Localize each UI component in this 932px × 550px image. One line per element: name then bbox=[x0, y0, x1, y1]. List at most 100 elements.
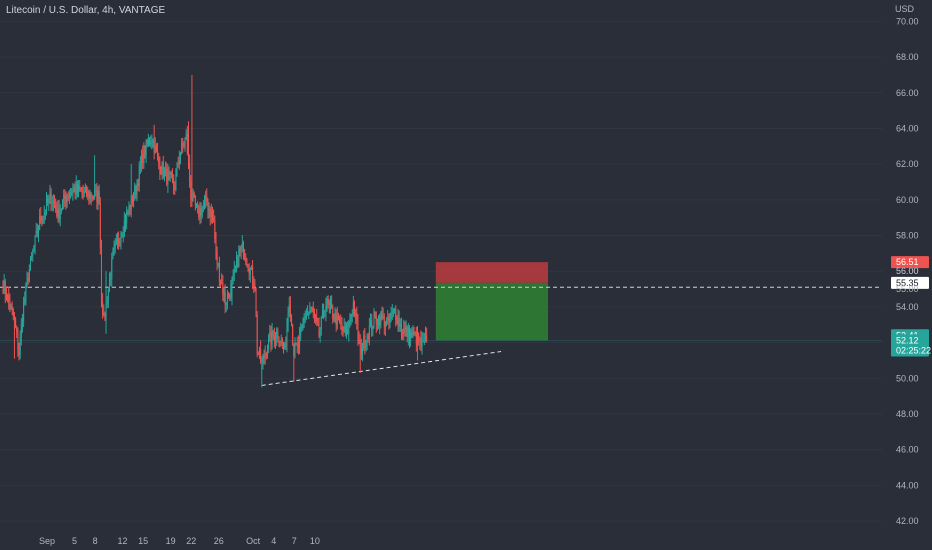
candle-body bbox=[37, 229, 39, 235]
candle-body bbox=[301, 325, 303, 329]
candle-body bbox=[368, 325, 370, 340]
candle-body bbox=[265, 353, 267, 356]
candle-body bbox=[244, 255, 246, 258]
candle-body bbox=[131, 196, 133, 204]
candle-body bbox=[117, 239, 118, 241]
candle-body bbox=[266, 349, 268, 356]
candle-body bbox=[42, 217, 44, 222]
candle-body bbox=[389, 318, 391, 322]
candle-body bbox=[137, 183, 139, 186]
candle-body bbox=[143, 146, 145, 163]
candle-body bbox=[246, 261, 248, 266]
candle-body bbox=[161, 162, 163, 175]
candle-body bbox=[60, 209, 62, 212]
candle-body bbox=[33, 246, 35, 252]
candle-body bbox=[36, 230, 38, 235]
candle-body bbox=[114, 243, 116, 248]
candle-body bbox=[324, 315, 326, 317]
candle-body bbox=[139, 164, 141, 166]
candle-body bbox=[8, 295, 10, 302]
y-tick-label: 46.00 bbox=[896, 445, 919, 455]
candle-body bbox=[166, 168, 168, 185]
candle-body bbox=[294, 343, 296, 356]
candle-body bbox=[309, 310, 311, 313]
candle-body bbox=[12, 309, 14, 317]
candle-body bbox=[136, 183, 138, 196]
candle-body bbox=[342, 327, 344, 332]
candle-body bbox=[403, 328, 405, 334]
candle-body bbox=[10, 305, 12, 309]
candle-body bbox=[89, 193, 91, 199]
candle-body bbox=[253, 282, 255, 288]
candle-body bbox=[295, 343, 297, 345]
candle-body bbox=[118, 239, 120, 244]
candle-body bbox=[24, 298, 26, 304]
candle-body bbox=[364, 335, 366, 348]
candle-body bbox=[252, 266, 254, 283]
candle-body bbox=[392, 309, 394, 313]
candle-body bbox=[315, 315, 317, 317]
candle-body bbox=[297, 343, 299, 348]
candle-body bbox=[336, 314, 338, 326]
candle-body bbox=[355, 313, 357, 316]
candle-body bbox=[286, 325, 288, 345]
candle-body bbox=[346, 329, 347, 333]
candle-body bbox=[222, 283, 224, 295]
candle-body bbox=[408, 327, 410, 342]
candle-body bbox=[73, 187, 75, 190]
candle-body bbox=[190, 181, 192, 200]
candle-body bbox=[288, 304, 290, 314]
candle-body bbox=[386, 320, 388, 326]
candle-body bbox=[236, 256, 238, 267]
candle-body bbox=[325, 305, 327, 316]
candle-body bbox=[225, 303, 227, 305]
price-tag-label: 56.51 bbox=[896, 257, 919, 267]
candle-body bbox=[84, 187, 86, 191]
candle-body bbox=[331, 303, 333, 308]
candle-body bbox=[415, 332, 417, 346]
candle-body bbox=[310, 307, 312, 311]
candle-body bbox=[39, 215, 41, 230]
candle-body bbox=[210, 212, 212, 217]
candle-body bbox=[154, 145, 156, 153]
candle-body bbox=[177, 164, 179, 166]
candle-body bbox=[113, 247, 115, 251]
candle-body bbox=[372, 326, 374, 330]
candle-body bbox=[418, 333, 420, 342]
candle-body bbox=[165, 168, 167, 171]
candle-body bbox=[340, 322, 342, 324]
candle-body bbox=[276, 331, 278, 339]
candle-body bbox=[207, 201, 209, 210]
candle-body bbox=[303, 318, 305, 323]
x-tick-label: 12 bbox=[118, 536, 128, 546]
candle-body bbox=[198, 207, 200, 218]
candle-body bbox=[80, 189, 82, 191]
candle-body bbox=[239, 249, 241, 251]
candle-body bbox=[102, 301, 104, 316]
candle-body bbox=[51, 202, 53, 204]
candle-body bbox=[313, 312, 315, 316]
candle-body bbox=[95, 189, 97, 191]
candle-body bbox=[279, 341, 281, 343]
candle-body bbox=[271, 330, 273, 345]
candle-body bbox=[107, 289, 109, 303]
candle-body bbox=[354, 301, 356, 316]
candle-body bbox=[149, 140, 151, 145]
candle-body bbox=[305, 314, 307, 317]
candle-body bbox=[312, 307, 314, 313]
candle-body bbox=[174, 185, 176, 190]
candle-body bbox=[240, 247, 242, 251]
candle-body bbox=[41, 221, 43, 223]
candle-body bbox=[268, 335, 270, 350]
candle-body bbox=[186, 133, 188, 155]
candle-body bbox=[405, 326, 407, 329]
candle-body bbox=[54, 201, 56, 206]
candle-body bbox=[335, 312, 337, 326]
candle-body bbox=[319, 330, 321, 337]
candle-body bbox=[200, 208, 202, 216]
candle-body bbox=[350, 315, 352, 321]
candle-body bbox=[196, 204, 198, 206]
candle-body bbox=[304, 316, 306, 319]
candle-body bbox=[289, 304, 291, 318]
